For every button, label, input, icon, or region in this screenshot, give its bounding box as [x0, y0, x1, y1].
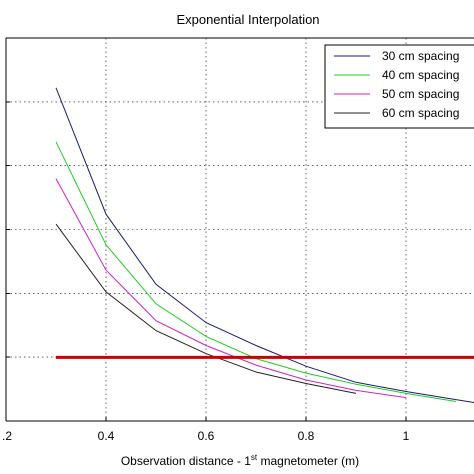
legend-label: 50 cm spacing [382, 87, 459, 101]
x-tick-label: 0.4 [98, 429, 115, 443]
x-tick-label: 0.6 [198, 429, 215, 443]
x-axis-label-superscript: st [251, 453, 258, 462]
chart-title: Exponential Interpolation [176, 12, 319, 27]
x-tick-label: .2 [2, 429, 12, 443]
series-line [55, 87, 474, 404]
legend-label: 30 cm spacing [382, 49, 459, 63]
legend: 30 cm spacing 40 cm spacing 50 cm spacing 6… [324, 44, 474, 129]
x-tick-label: 0.8 [298, 429, 315, 443]
x-axis-label-tail: magnetometer (m) [257, 454, 359, 468]
legend-box [324, 44, 474, 129]
series-lines [55, 87, 474, 404]
x-tick-label: 1 [403, 429, 410, 443]
x-axis-label: Observation distance - 1st magnetometer … [121, 453, 359, 468]
series-line [55, 178, 407, 399]
legend-label: 60 cm spacing [382, 106, 459, 120]
axis-ticks: .2 0.4 0.6 0.8 1 [2, 101, 410, 443]
series-line [55, 223, 357, 394]
x-axis-label-main: Observation distance - 1 [121, 454, 251, 468]
legend-label: 40 cm spacing [382, 68, 459, 82]
